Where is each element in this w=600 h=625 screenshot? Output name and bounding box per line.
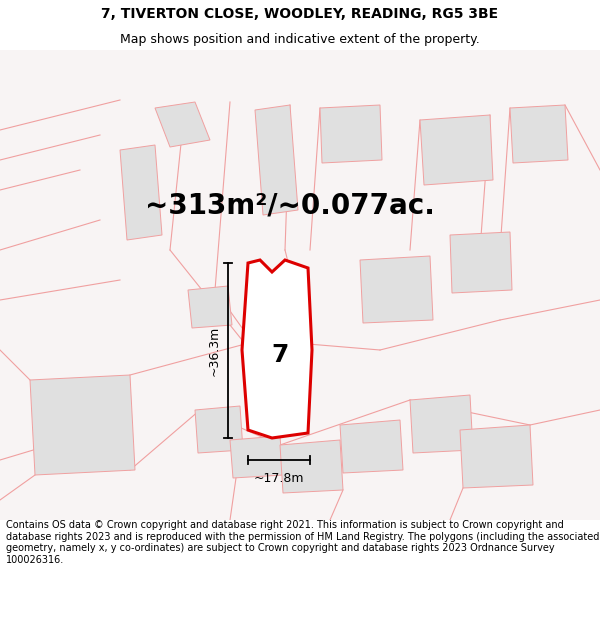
Polygon shape (340, 420, 403, 473)
Polygon shape (280, 440, 343, 493)
Polygon shape (450, 232, 512, 293)
Polygon shape (195, 406, 243, 453)
Text: 7: 7 (271, 343, 289, 367)
Polygon shape (320, 105, 382, 163)
Polygon shape (258, 336, 301, 378)
Polygon shape (155, 102, 210, 147)
Polygon shape (255, 105, 298, 215)
Polygon shape (188, 286, 232, 328)
Text: ~36.3m: ~36.3m (208, 326, 221, 376)
Text: ~313m²/~0.077ac.: ~313m²/~0.077ac. (145, 191, 435, 219)
Text: Map shows position and indicative extent of the property.: Map shows position and indicative extent… (120, 32, 480, 46)
Text: 7, TIVERTON CLOSE, WOODLEY, READING, RG5 3BE: 7, TIVERTON CLOSE, WOODLEY, READING, RG5… (101, 7, 499, 21)
Text: Contains OS data © Crown copyright and database right 2021. This information is : Contains OS data © Crown copyright and d… (6, 520, 599, 565)
Text: ~17.8m: ~17.8m (254, 471, 304, 484)
Polygon shape (510, 105, 568, 163)
Polygon shape (120, 145, 162, 240)
Polygon shape (360, 256, 433, 323)
Polygon shape (230, 436, 283, 478)
Polygon shape (460, 425, 533, 488)
Polygon shape (410, 395, 473, 453)
Polygon shape (242, 260, 312, 438)
Polygon shape (420, 115, 493, 185)
Polygon shape (30, 375, 135, 475)
